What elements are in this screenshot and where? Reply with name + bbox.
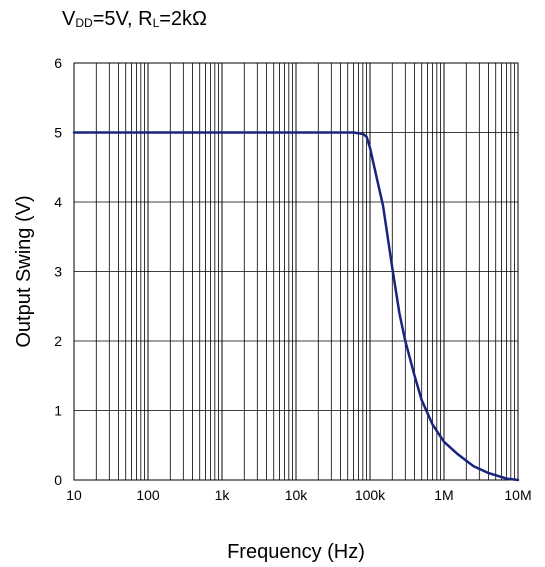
y-tick-label: 0: [54, 472, 62, 488]
test-conditions-label: VDD=5V, RL=2kΩ: [62, 8, 207, 31]
x-tick-labels: 10 100 1k 10k 100k 1M 10M: [66, 487, 531, 503]
rl-value: =2kΩ: [159, 8, 208, 30]
y-tick-label: 2: [54, 333, 62, 349]
x-tick-label: 100k: [355, 487, 386, 503]
vdd-value: =5V,: [92, 8, 139, 30]
x-tick-label: 10k: [285, 487, 309, 503]
y-axis-title: Output Swing (V): [13, 195, 35, 347]
x-tick-label: 1k: [215, 487, 231, 503]
x-tick-label: 10M: [504, 487, 531, 503]
vdd-prefix: V: [62, 8, 76, 30]
x-tick-label: 100: [136, 487, 160, 503]
rl-subscript: L: [152, 16, 160, 30]
y-tick-label: 6: [54, 55, 62, 71]
y-tick-label: 3: [54, 264, 62, 280]
x-axis-title: Frequency (Hz): [227, 541, 365, 563]
rl-prefix: R: [138, 8, 153, 30]
x-tick-label: 10: [66, 487, 82, 503]
y-tick-label: 1: [54, 403, 62, 419]
plot-frame: [73, 62, 519, 481]
y-tick-labels: 0 1 2 3 4 5 6: [54, 55, 62, 488]
grid-lines: [73, 62, 519, 481]
vdd-subscript: DD: [75, 16, 93, 30]
x-tick-label: 1M: [434, 487, 453, 503]
y-tick-label: 5: [54, 125, 62, 141]
output-swing-series-line: [72, 131, 520, 482]
y-tick-label: 4: [54, 194, 62, 210]
